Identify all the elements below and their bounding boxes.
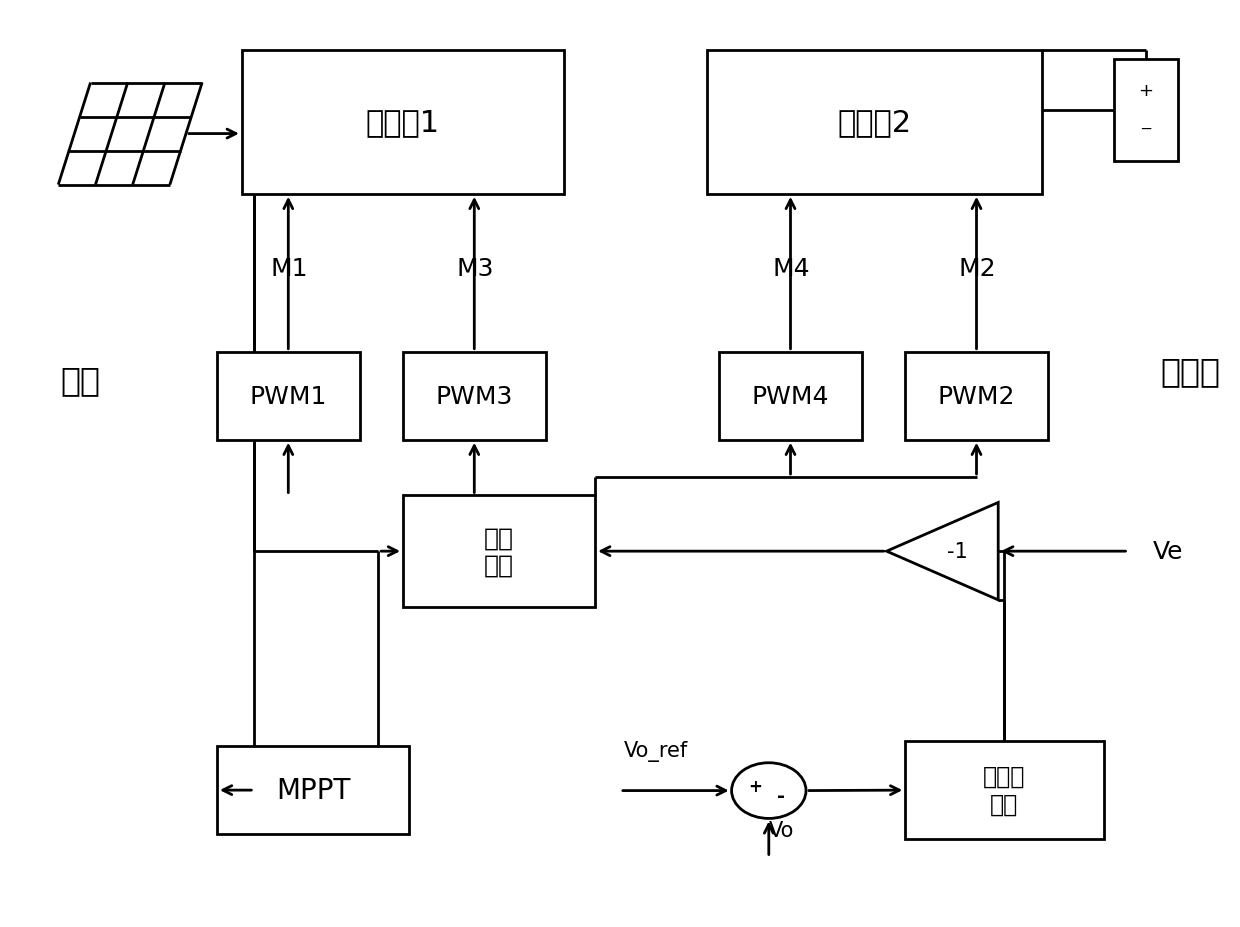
Text: Ve: Ve [1153,540,1184,564]
Polygon shape [887,502,998,601]
Text: PWM1: PWM1 [249,385,327,408]
FancyBboxPatch shape [707,51,1042,195]
Text: +: + [748,777,763,795]
Text: PWM3: PWM3 [435,385,513,408]
FancyBboxPatch shape [905,742,1104,839]
Text: M3: M3 [456,257,494,281]
Text: M4: M4 [773,257,810,281]
FancyBboxPatch shape [403,352,546,440]
Text: M2: M2 [959,257,996,281]
Text: M1: M1 [270,257,308,281]
Text: 逻辑
电路: 逻辑 电路 [484,526,515,578]
Text: PWM2: PWM2 [937,385,1016,408]
FancyBboxPatch shape [719,352,862,440]
Text: -: - [777,786,785,805]
Text: 光伏: 光伏 [61,363,100,397]
Text: PWM4: PWM4 [751,385,830,408]
Text: ─: ─ [1141,122,1151,137]
Circle shape [732,763,806,819]
Text: 变换器2: 变换器2 [837,108,911,137]
FancyBboxPatch shape [217,746,409,834]
Text: 变换器1: 变换器1 [366,108,440,137]
Text: Vo: Vo [769,819,794,840]
FancyBboxPatch shape [242,51,564,195]
Text: 蓄电池: 蓄电池 [1161,354,1220,387]
FancyBboxPatch shape [1114,60,1178,162]
FancyBboxPatch shape [403,496,595,607]
Text: MPPT: MPPT [277,776,350,805]
Text: -1: -1 [947,541,967,562]
FancyBboxPatch shape [217,352,360,440]
Text: 电压调
节器: 电压调 节器 [983,765,1025,816]
FancyBboxPatch shape [905,352,1048,440]
Text: +: + [1138,82,1153,100]
Text: Vo_ref: Vo_ref [624,741,688,761]
